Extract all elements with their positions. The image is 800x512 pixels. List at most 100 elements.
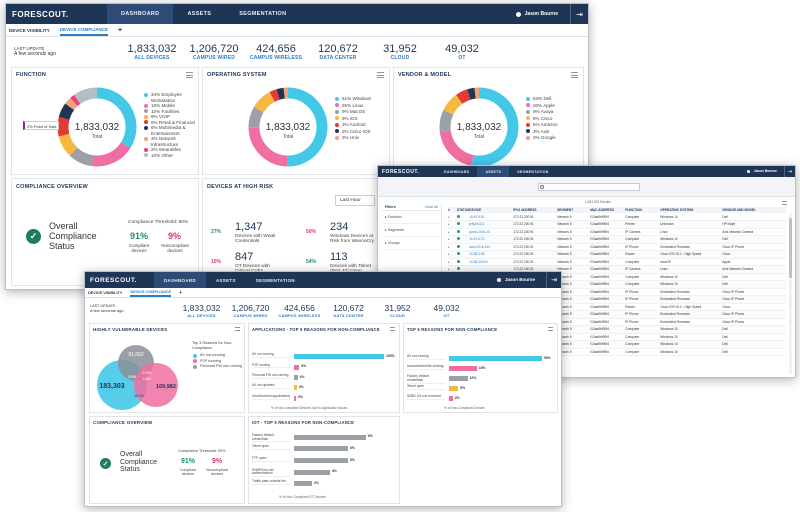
bar-mark[interactable] bbox=[294, 385, 297, 391]
stat-ot[interactable]: 49,032 OT bbox=[422, 303, 471, 318]
col-header[interactable]: SEGMENT bbox=[557, 208, 574, 212]
expand-icon[interactable]: ▸ bbox=[448, 229, 450, 234]
table-row[interactable]: ▸ 172.22.200.91 Network 5 f13aa9bf90f4 IP Ca… bbox=[448, 265, 786, 273]
expand-icon[interactable]: ▸ bbox=[448, 252, 450, 257]
panel-menu-icon[interactable] bbox=[377, 72, 384, 78]
stat-data-center[interactable]: 120,672 DATA CENTER bbox=[307, 43, 369, 61]
stat-cloud[interactable]: 31,952 CLOUD bbox=[369, 43, 431, 61]
table-row[interactable]: ▸ adm-2016-133 172.22.200.91 Network 5 f13aa… bbox=[448, 243, 786, 251]
bar-mark[interactable] bbox=[294, 458, 348, 463]
donut-segment[interactable] bbox=[439, 87, 519, 167]
donut-segment[interactable] bbox=[57, 87, 137, 167]
panel-menu-icon[interactable] bbox=[235, 327, 240, 331]
bar-mark[interactable] bbox=[294, 469, 330, 475]
bar-mark[interactable] bbox=[294, 375, 298, 380]
time-range-select[interactable]: Last Hour bbox=[335, 195, 375, 206]
col-header[interactable]: OPERATING SYSTEM bbox=[660, 208, 693, 212]
table-row[interactable]: ▸ 10.67.6.70 172.22.200.91 Network 5 f13aa9b… bbox=[448, 235, 786, 243]
logout-icon[interactable]: ⇥ bbox=[570, 4, 588, 24]
logout-icon[interactable]: ⇥ bbox=[784, 166, 795, 177]
col-header[interactable]: DEVICE bbox=[469, 208, 482, 212]
bar-mark[interactable] bbox=[294, 434, 366, 440]
table-row[interactable]: ▸ guest-2016-15 172.22.200.91 Network 5 f13a… bbox=[448, 228, 786, 236]
donut-segment[interactable] bbox=[57, 87, 137, 167]
function-cell: IP Phone bbox=[625, 244, 639, 249]
nav-tab-segmentation[interactable]: SEGMENTATION bbox=[255, 277, 295, 283]
stat-campus-wireless[interactable]: 424,656 CAMPUS WIRELESS bbox=[275, 303, 324, 318]
expand-icon[interactable]: ▸ bbox=[448, 237, 450, 242]
subtab-device-compliance[interactable]: DEVICE COMPLIANCE bbox=[130, 289, 172, 297]
nav-tab-assets[interactable]: ASSETS bbox=[187, 11, 212, 17]
expand-icon[interactable]: ▸ bbox=[448, 244, 450, 249]
bar-mark[interactable] bbox=[449, 396, 453, 401]
bar-mark[interactable] bbox=[449, 386, 459, 391]
nav-tab-dashboard[interactable]: DASHBOARD bbox=[107, 4, 174, 24]
stat-all-devices[interactable]: 1,833,032 ALL DEVICES bbox=[177, 303, 226, 318]
filter-item-function[interactable]: ▸ Function bbox=[382, 211, 441, 224]
nav-tab-segmentation[interactable]: SEGMENTATION bbox=[517, 169, 549, 174]
panel-menu-icon[interactable] bbox=[571, 72, 578, 78]
donut-segment[interactable] bbox=[439, 87, 519, 167]
logout-icon[interactable]: ⇥ bbox=[546, 272, 561, 288]
nav-tab-assets[interactable]: ASSETS bbox=[215, 277, 236, 283]
subtab-device-compliance[interactable]: DEVICE COMPLIANCE bbox=[59, 25, 109, 36]
user-menu[interactable]: Jason Bourne bbox=[496, 277, 535, 282]
table-scrollbar[interactable] bbox=[789, 214, 792, 374]
panel-title: VENDOR & MODEL bbox=[398, 72, 452, 78]
bar-mark[interactable] bbox=[294, 364, 300, 370]
user-menu[interactable]: Jason Bourne bbox=[515, 11, 558, 17]
col-header[interactable]: STATUS bbox=[457, 208, 470, 212]
stat-data-center[interactable]: 120,672 DATA CENTER bbox=[324, 303, 373, 318]
col-header[interactable]: FUNCTION bbox=[625, 208, 642, 212]
clear-all-link[interactable]: Clear All bbox=[424, 205, 438, 209]
donut-segment[interactable] bbox=[248, 87, 328, 167]
stat-campus-wireless[interactable]: 424,656 CAMPUS WIRELESS bbox=[245, 43, 307, 61]
panel-menu-icon[interactable] bbox=[548, 327, 553, 331]
panel-menu-icon[interactable] bbox=[390, 327, 395, 331]
bar-mark[interactable] bbox=[449, 356, 542, 361]
expand-icon[interactable]: ▸ bbox=[448, 259, 450, 264]
nav-tab-segmentation[interactable]: SEGMENTATION bbox=[239, 11, 287, 17]
bar-mark[interactable] bbox=[449, 366, 477, 371]
bar-mark[interactable] bbox=[294, 446, 348, 452]
bar-mark[interactable] bbox=[449, 376, 468, 381]
col-header[interactable]: MAC ADDRESS bbox=[590, 208, 614, 212]
table-header-row: # STATUS DEVICE IPV4 ADDRESS SEGMENT MAC… bbox=[448, 207, 786, 213]
col-header[interactable]: IPV4 ADDRESS bbox=[513, 208, 537, 212]
subtab-device-visibility[interactable]: DEVICE VISIBILITY bbox=[9, 27, 50, 33]
stat-all-devices[interactable]: 1,833,032 ALL DEVICES bbox=[121, 43, 183, 61]
panel-menu-icon[interactable] bbox=[186, 72, 193, 78]
expand-icon[interactable]: ▸ bbox=[448, 267, 450, 272]
col-header[interactable]: # bbox=[448, 208, 450, 212]
table-row[interactable]: ▸ 10.65.200.91 172.22.200.91 Network 5 f13aa… bbox=[448, 258, 786, 266]
bar-mark[interactable] bbox=[294, 354, 384, 360]
stat-campus-wired[interactable]: 1,206,720 CAMPUS WIRED bbox=[226, 303, 275, 318]
panel-title: IOT - TOP 5 REASONS FOR NON-COMPLIANCE bbox=[252, 420, 355, 425]
expand-icon[interactable]: ▸ bbox=[448, 214, 450, 219]
stat-ot[interactable]: 49,032 OT bbox=[431, 43, 493, 61]
nav-tab-assets[interactable]: ASSETS bbox=[477, 166, 510, 177]
filter-item-segments[interactable]: ▸ Segments bbox=[382, 224, 441, 237]
scrollbar-thumb[interactable] bbox=[789, 218, 792, 278]
donut-segment[interactable] bbox=[248, 87, 328, 167]
stat-campus-wired[interactable]: 1,206,720 CAMPUS WIRED bbox=[183, 43, 245, 61]
vendor-panel: VENDOR & MODEL 1,833,032 Total 53% Dell 2… bbox=[393, 67, 584, 175]
stat-cloud[interactable]: 31,952 CLOUD bbox=[373, 303, 422, 318]
col-header[interactable]: VENDOR AND MODEL bbox=[722, 208, 756, 212]
bar-mark[interactable] bbox=[294, 395, 296, 401]
search-input[interactable] bbox=[538, 183, 640, 191]
nav-tab-dashboard[interactable]: DASHBOARD bbox=[444, 169, 470, 174]
nav-tab-dashboard[interactable]: DASHBOARD bbox=[154, 272, 206, 288]
bar-mark[interactable] bbox=[294, 481, 312, 487]
table-row[interactable]: ▸ 10.65.2.95 172.22.200.91 Network 5 f13aa9b… bbox=[448, 250, 786, 258]
subtab-device-visibility[interactable]: DEVICE VISIBILITY bbox=[88, 290, 123, 295]
add-tab-button[interactable]: + bbox=[118, 26, 123, 34]
add-tab-button[interactable]: + bbox=[179, 289, 183, 296]
table-menu-icon[interactable] bbox=[782, 201, 787, 205]
user-menu[interactable]: Jason Bourne bbox=[746, 169, 777, 173]
table-row[interactable]: ▸ 10.67.6.61 172.22.200.91 Network 5 f13aa9b… bbox=[448, 213, 786, 221]
table-row[interactable]: ▸ jeff-ph1111 172.22.200.91 Network 5 f13aa9… bbox=[448, 220, 786, 228]
donut-segment[interactable] bbox=[57, 87, 137, 167]
expand-icon[interactable]: ▸ bbox=[448, 222, 450, 227]
filter-item-groups[interactable]: ▸ Groups bbox=[382, 237, 441, 250]
